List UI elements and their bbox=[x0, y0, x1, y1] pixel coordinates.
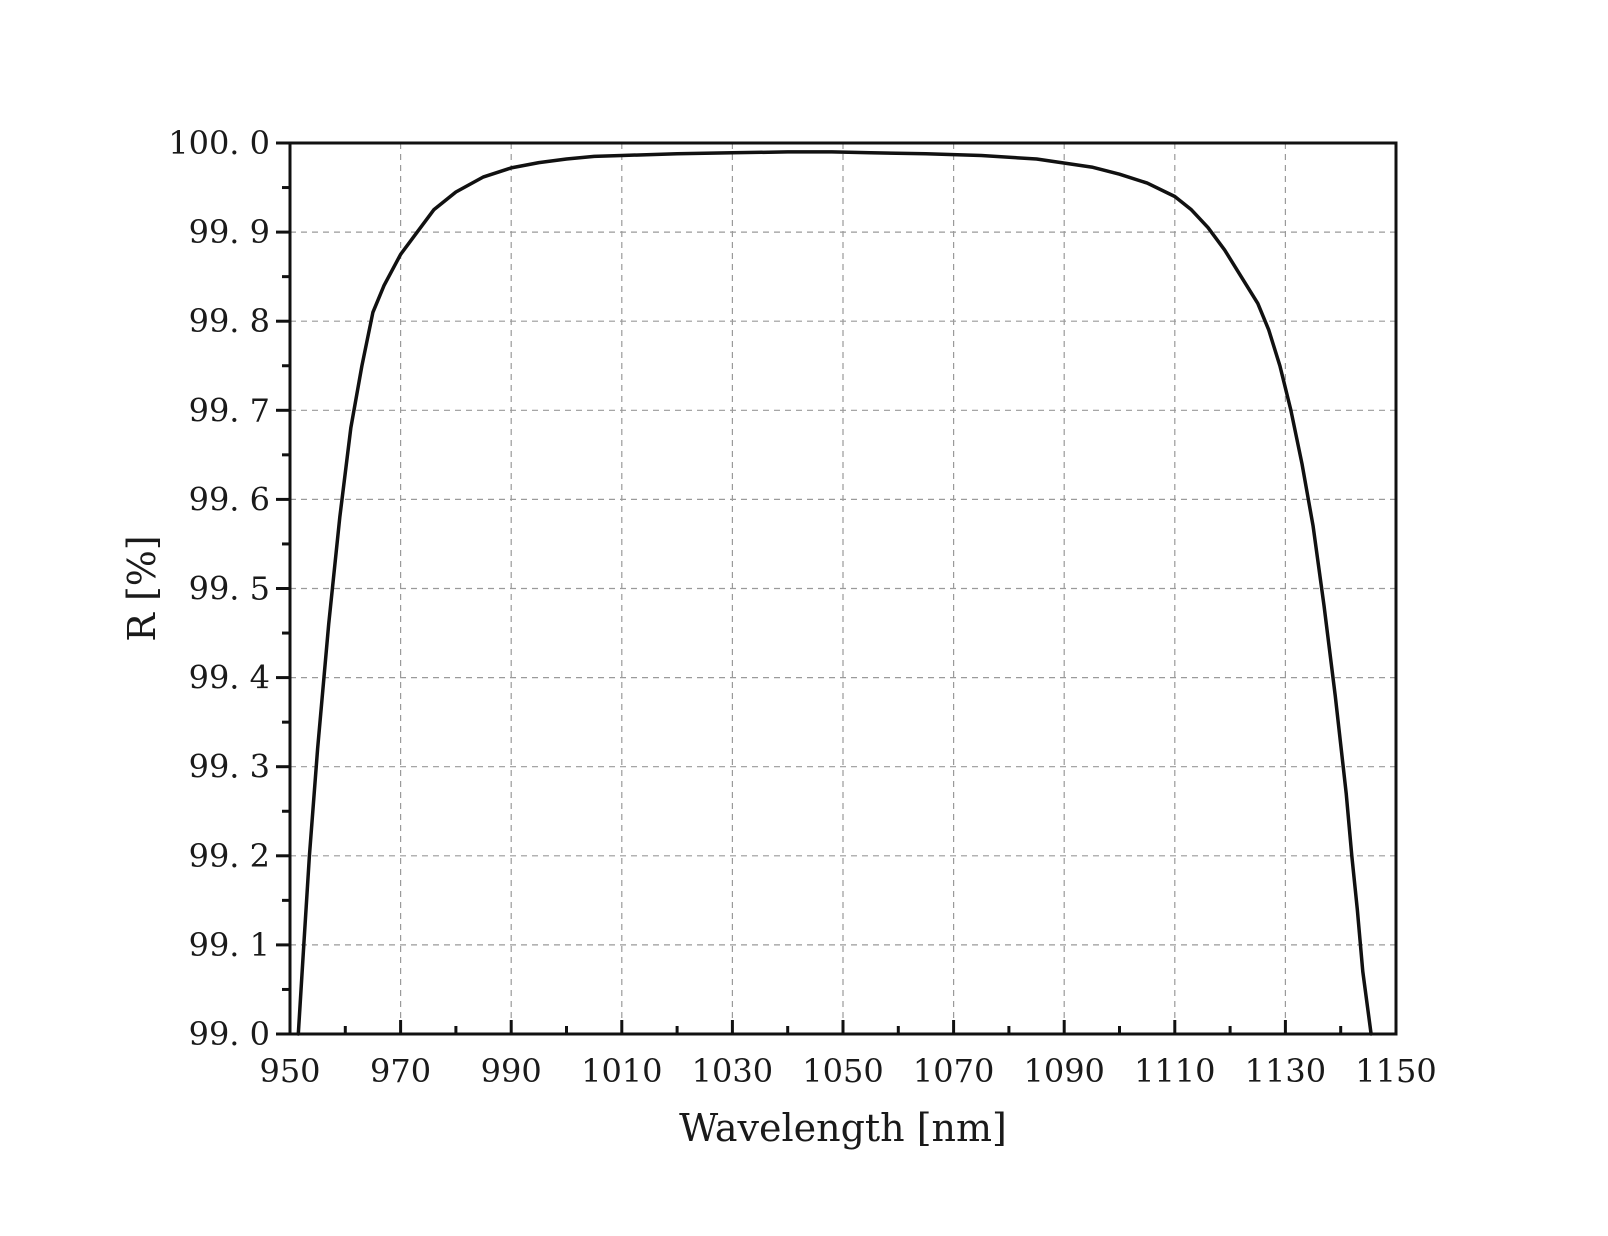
x-tick-label: 970 bbox=[370, 1052, 431, 1090]
y-tick-label: 99. 7 bbox=[189, 391, 270, 429]
x-tick-label: 1110 bbox=[1134, 1052, 1215, 1090]
y-tick-label: 99. 0 bbox=[189, 1015, 270, 1053]
x-tick-label: 990 bbox=[481, 1052, 542, 1090]
x-tick-label: 1090 bbox=[1023, 1052, 1104, 1090]
y-tick-label: 99. 9 bbox=[189, 213, 270, 251]
x-tick-label: 1150 bbox=[1355, 1052, 1436, 1090]
y-tick-label: 99. 6 bbox=[189, 480, 270, 518]
y-tick-label: 99. 1 bbox=[189, 926, 270, 964]
y-tick-label: 99. 2 bbox=[189, 837, 270, 875]
x-tick-label: 1030 bbox=[692, 1052, 773, 1090]
x-tick-label: 1070 bbox=[913, 1052, 994, 1090]
x-tick-label: 950 bbox=[259, 1052, 320, 1090]
y-tick-label: 99. 8 bbox=[189, 302, 270, 340]
label-layer: 950 970 990 1010 1030 1050 1070 1090 1110 1130 115… bbox=[168, 124, 1437, 1090]
y-tick-label: 99. 5 bbox=[189, 570, 270, 608]
series-layer bbox=[296, 150, 1373, 1036]
y-axis-label: R [%] bbox=[120, 535, 164, 641]
x-tick-label: 1010 bbox=[581, 1052, 662, 1090]
x-axis-label: Wavelength [nm] bbox=[679, 1106, 1007, 1150]
tick-layer bbox=[276, 141, 1398, 1036]
reflectance-series-line bbox=[296, 150, 1373, 1036]
x-tick-label: 1130 bbox=[1245, 1052, 1326, 1090]
y-tick-label: 100. 0 bbox=[168, 124, 270, 162]
x-tick-label: 1050 bbox=[802, 1052, 883, 1090]
grid-layer bbox=[290, 143, 1396, 1034]
y-tick-label: 99. 3 bbox=[189, 748, 270, 786]
y-tick-label: 99. 4 bbox=[189, 659, 270, 697]
